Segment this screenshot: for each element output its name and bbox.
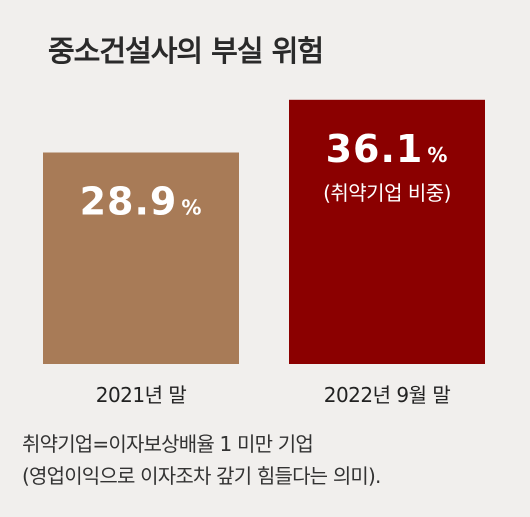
category-label-2: 2022년 9월 말	[324, 383, 451, 407]
bar-1	[43, 152, 239, 364]
category-label-1: 2021년 말	[96, 383, 187, 407]
annotation-label: (취약기업 비중)	[323, 181, 451, 205]
bar-2	[289, 99, 485, 365]
footnote-meaning: (영업이익으로 이자조차 갚기 힘들다는 의미).	[22, 464, 381, 488]
footnote-definition: 취약기업=이자보상배율 1 미만 기업	[22, 432, 314, 456]
value-label-1: 28.9%	[80, 180, 203, 224]
value-label-2: 36.1%	[326, 127, 449, 171]
chart-title: 중소건설사의 부실 위험	[48, 34, 324, 68]
